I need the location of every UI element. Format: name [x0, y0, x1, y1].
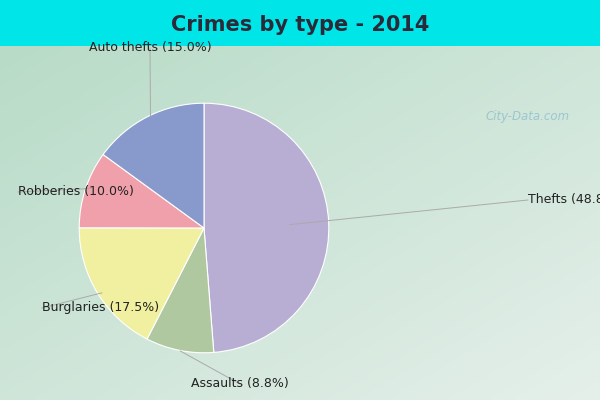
Wedge shape	[204, 103, 329, 352]
Text: Robberies (10.0%): Robberies (10.0%)	[18, 186, 134, 198]
Wedge shape	[147, 228, 214, 353]
Text: Thefts (48.8%): Thefts (48.8%)	[528, 194, 600, 206]
Wedge shape	[103, 103, 204, 228]
Text: Burglaries (17.5%): Burglaries (17.5%)	[42, 302, 159, 314]
Wedge shape	[79, 154, 204, 228]
Text: City-Data.com: City-Data.com	[486, 110, 570, 123]
Text: Assaults (8.8%): Assaults (8.8%)	[191, 378, 289, 390]
Text: Crimes by type - 2014: Crimes by type - 2014	[171, 15, 429, 35]
Text: Auto thefts (15.0%): Auto thefts (15.0%)	[89, 42, 211, 54]
Wedge shape	[79, 228, 204, 339]
